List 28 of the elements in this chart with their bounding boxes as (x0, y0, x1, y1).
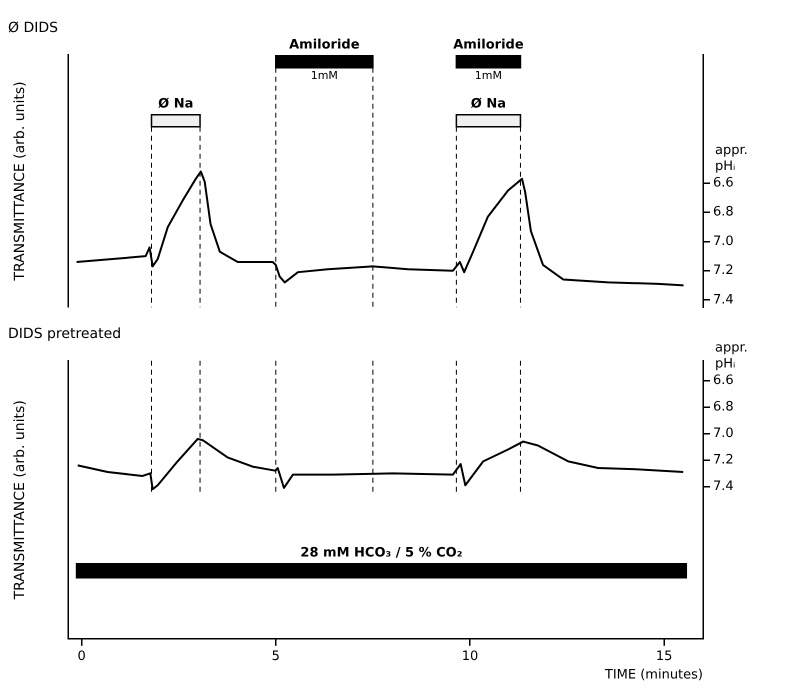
y-axis-title: TRANSMITTANCE (arb. units) (12, 81, 28, 282)
y2-tick-label: 7.0 (713, 234, 734, 249)
y2-tick-label: 7.2 (713, 452, 734, 468)
chart-title: Ø DIDS (8, 20, 58, 36)
x-tick-label: 15 (656, 648, 672, 664)
annotation: 1mM (474, 69, 502, 82)
x-tick-label: 0 (77, 648, 86, 664)
band-label: 28 mM HCO₃ / 5 % CO₂ (300, 546, 462, 561)
y2-tick-label: 7.2 (713, 263, 734, 278)
x-tick-label: 5 (272, 648, 280, 664)
band-label: Amiloride (289, 38, 360, 53)
y2-axis-title: appr. pHᵢ (715, 143, 748, 174)
y2-tick-label: 6.6 (713, 176, 734, 191)
y2-tick-label: 7.4 (713, 478, 734, 494)
y2-tick-label: 7.4 (713, 292, 734, 308)
y-axis-title: TRANSMITTANCE (arb. units) (12, 400, 28, 600)
chart-title: DIDS pretreated (8, 326, 122, 342)
band-label: Ø Na (470, 96, 506, 112)
annotation: 1mM (310, 69, 338, 82)
y2-tick-label: 6.8 (713, 400, 734, 415)
y2-tick-label: 6.6 (713, 373, 734, 388)
y2-axis-title: appr. pHᵢ (715, 340, 748, 372)
y2-tick-label: 7.0 (713, 426, 734, 441)
y2-tick-label: 6.8 (713, 204, 734, 220)
x-axis-title: TIME (minutes) (604, 668, 703, 683)
band-label: Amiloride (453, 38, 524, 53)
band-label: Ø Na (158, 96, 194, 112)
x-tick-label: 10 (462, 648, 478, 664)
